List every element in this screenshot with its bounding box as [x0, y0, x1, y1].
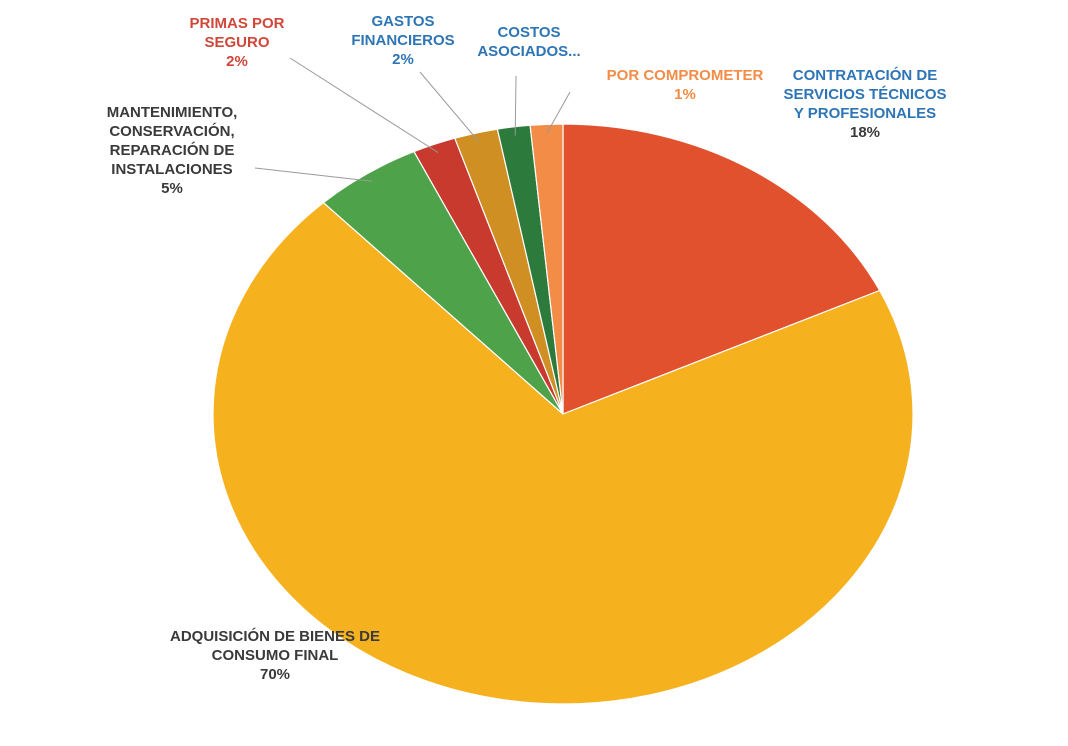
slice-value-label: 5%	[161, 180, 183, 197]
leader-line	[546, 91, 571, 134]
slice-label: CONTRATACIÓN DE SERVICIOS TÉCNICOS Y PROFE…	[783, 66, 946, 141]
slice-label: MANTENIMIENTO, CONSERVACIÓN, REPARACIÓN DE…	[107, 104, 238, 197]
slice-label-line: CONSERVACIÓN,	[109, 122, 234, 140]
slice-label-line: PRIMAS POR	[189, 15, 284, 32]
leader-line	[254, 167, 373, 182]
slice-label-line: MANTENIMIENTO,	[107, 104, 238, 121]
pie-slice	[212, 201, 914, 705]
slice-label-line: INSTALACIONES	[111, 161, 232, 178]
slice-label: POR COMPROMETER 1%	[607, 67, 764, 103]
slice-value-label: 18%	[850, 124, 880, 141]
slice-label-line: FINANCIEROS	[351, 32, 454, 49]
slice-label: PRIMAS POR SEGURO 2%	[189, 15, 284, 70]
leader-line	[514, 75, 517, 136]
slice-label: COSTOS ASOCIADOS...	[477, 24, 580, 60]
slice-label-line: CONTRATACIÓN DE	[793, 66, 937, 84]
slice-label-line: COSTOS	[497, 24, 560, 41]
leader-line	[289, 57, 439, 153]
slice-label-line: Y PROFESIONALES	[794, 105, 936, 122]
slice-value-label: 2%	[226, 53, 248, 70]
leader-lines	[254, 57, 571, 182]
slice-label-line: CONSUMO FINAL	[212, 647, 339, 664]
slice-label-line: SEGURO	[204, 34, 269, 51]
pie-slice	[529, 123, 564, 415]
slice-label-line: POR COMPROMETER	[607, 67, 764, 84]
pie-slice	[562, 123, 881, 415]
slice-labels: CONTRATACIÓN DE SERVICIOS TÉCNICOS Y PROFE…	[107, 13, 947, 683]
slice-label-line: GASTOS	[371, 13, 434, 30]
pie-slices	[212, 123, 914, 705]
slice-label: ADQUISICIÓN DE BIENES DE CONSUMO FINAL 70%	[170, 627, 380, 683]
slice-value-label: 2%	[392, 51, 414, 68]
leader-line	[419, 71, 479, 142]
slice-value-label: 70%	[260, 666, 290, 683]
slice-label-line: ASOCIADOS...	[477, 43, 580, 60]
slice-label-line: SERVICIOS TÉCNICOS	[783, 86, 946, 103]
slice-label: GASTOS FINANCIEROS 2%	[351, 13, 454, 68]
slice-label-line: ADQUISICIÓN DE BIENES DE	[170, 627, 380, 645]
slice-label-line: REPARACIÓN DE	[110, 141, 235, 159]
slice-value-label: 1%	[674, 86, 696, 103]
